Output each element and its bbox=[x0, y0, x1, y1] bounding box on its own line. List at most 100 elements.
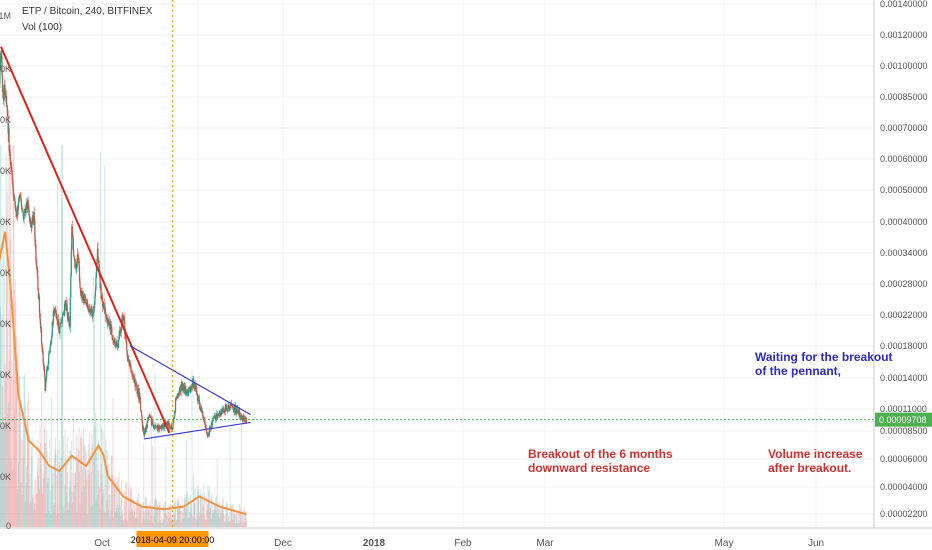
candle-body bbox=[49, 351, 51, 353]
volume-bar bbox=[98, 439, 100, 527]
volume-bar bbox=[78, 426, 80, 527]
candle-body bbox=[208, 427, 211, 435]
volume-bar bbox=[41, 392, 43, 527]
volume-bar bbox=[91, 434, 93, 527]
volume-bar bbox=[174, 515, 176, 527]
volume-bar bbox=[215, 497, 217, 527]
volume-bar bbox=[227, 522, 229, 527]
volume-bar bbox=[156, 507, 158, 527]
candle-body bbox=[61, 314, 64, 322]
volume-bar bbox=[188, 511, 190, 527]
candle-body bbox=[169, 424, 171, 427]
volume-bar bbox=[63, 511, 65, 527]
volume-bar bbox=[90, 506, 92, 527]
candle-body bbox=[224, 411, 226, 413]
volume-bar bbox=[6, 192, 8, 528]
candle-body bbox=[6, 95, 8, 106]
volume-bar bbox=[40, 442, 42, 527]
volume-bar bbox=[96, 423, 98, 527]
volume-bar bbox=[146, 504, 148, 527]
price-tick-label: 0.00022000 bbox=[880, 310, 928, 320]
candle-body bbox=[241, 414, 243, 420]
volume-bar bbox=[141, 522, 143, 527]
volume-bar bbox=[43, 420, 45, 527]
volume-bar bbox=[161, 515, 163, 527]
volume-tick-label: 00K bbox=[0, 421, 11, 431]
volume-bar bbox=[1, 315, 3, 527]
candle-body bbox=[82, 291, 84, 301]
volume-bar bbox=[239, 503, 241, 527]
annotation-line: of the pennant, bbox=[755, 364, 841, 378]
candle-body bbox=[15, 209, 17, 212]
candle-body bbox=[227, 409, 229, 410]
candle-body bbox=[42, 350, 44, 363]
volume-bar bbox=[0, 145, 2, 527]
pennant-upper-trendline[interactable] bbox=[130, 345, 251, 416]
volume-bar bbox=[129, 511, 131, 527]
symbol-info: ETP / Bitcoin, 240, BITFINEX bbox=[22, 6, 153, 17]
volume-bar bbox=[126, 521, 128, 527]
volume-bar bbox=[140, 508, 142, 527]
volume-bar bbox=[235, 514, 237, 527]
candle-body bbox=[197, 394, 199, 402]
volume-bar bbox=[102, 431, 104, 527]
volume-bar bbox=[168, 506, 170, 527]
volume-bar bbox=[46, 430, 48, 527]
volume-bar bbox=[201, 514, 203, 527]
volume-bar bbox=[85, 450, 87, 527]
volume-bar bbox=[121, 514, 123, 527]
candle-body bbox=[211, 420, 214, 426]
volume-bar bbox=[123, 520, 125, 527]
volume-bar bbox=[37, 475, 39, 527]
candle-body bbox=[142, 422, 144, 430]
pennant-lower-trendline[interactable] bbox=[143, 421, 251, 440]
candle-body bbox=[32, 219, 34, 225]
volume-bar bbox=[233, 507, 235, 527]
candle-body bbox=[11, 166, 13, 172]
volume-bar bbox=[150, 412, 152, 527]
candle-body bbox=[44, 368, 46, 377]
candle-body bbox=[75, 264, 77, 270]
price-axis[interactable]: 0.00140000 0.00120000 0.00100000 0.00085000… bbox=[880, 0, 928, 519]
crosshair-date-label-text: 2018-04-09 20:00:00 bbox=[131, 535, 215, 545]
volume-bar bbox=[116, 507, 118, 527]
volume-bar bbox=[229, 426, 231, 527]
volume-bar bbox=[199, 516, 201, 527]
volume-bar bbox=[51, 466, 53, 527]
volume-bar bbox=[160, 522, 162, 527]
volume-bar bbox=[231, 505, 233, 527]
volume-bar bbox=[198, 512, 200, 527]
volume-bar bbox=[3, 230, 5, 527]
volume-bar bbox=[116, 481, 118, 527]
candle-body bbox=[201, 409, 203, 413]
candle-body bbox=[139, 392, 141, 397]
volume-bar bbox=[179, 503, 181, 527]
volume-bars bbox=[0, 145, 247, 528]
volume-bar bbox=[22, 457, 24, 527]
volume-bar bbox=[40, 464, 42, 527]
volume-bar bbox=[142, 518, 144, 527]
volume-bar bbox=[230, 504, 232, 527]
volume-bar bbox=[172, 520, 174, 527]
candle-body bbox=[0, 67, 1, 84]
volume-bar bbox=[69, 481, 71, 527]
volume-bar bbox=[133, 499, 135, 527]
volume-bar bbox=[186, 494, 188, 527]
candle-body bbox=[134, 378, 136, 387]
volume-axis: 1M 00K 00K 00K 00K 00K 00K 00K 00K 00K 0 bbox=[0, 11, 11, 531]
descending-resistance-trendline[interactable] bbox=[0, 46, 171, 434]
candle-body bbox=[124, 321, 126, 335]
volume-bar bbox=[66, 492, 68, 527]
volume-bar bbox=[138, 508, 140, 527]
time-tick-label: Mar bbox=[536, 538, 554, 549]
volume-bar bbox=[135, 518, 137, 527]
volume-bar bbox=[205, 520, 207, 527]
volume-bar bbox=[197, 486, 199, 527]
volume-bar bbox=[47, 481, 49, 527]
volume-bar bbox=[241, 511, 243, 527]
candle-body bbox=[190, 387, 192, 389]
volume-bar bbox=[130, 488, 132, 527]
candle-body bbox=[116, 340, 118, 346]
volume-bar bbox=[55, 453, 57, 527]
